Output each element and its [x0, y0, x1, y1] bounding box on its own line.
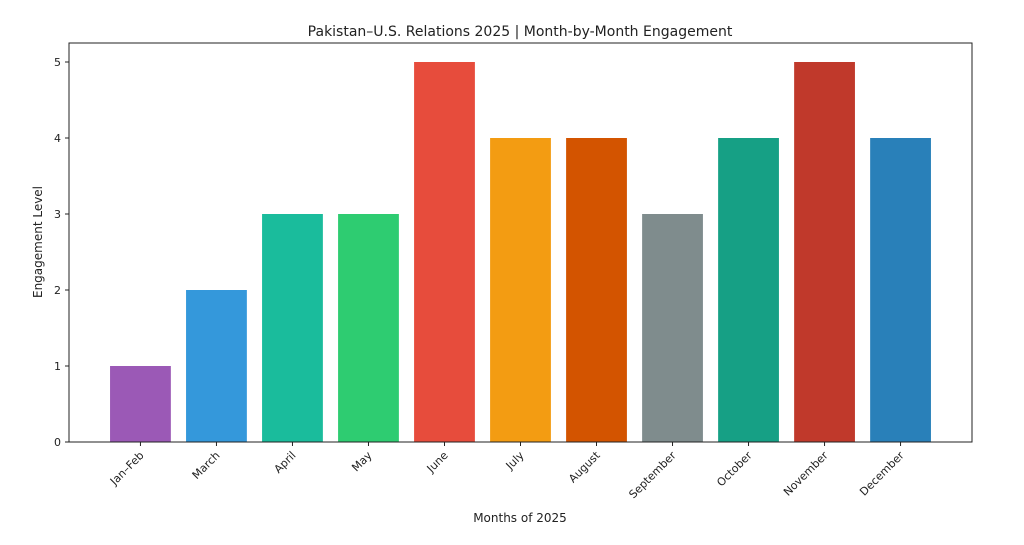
bar-8	[718, 138, 779, 442]
x-tick-label: October	[714, 449, 755, 490]
bar-0	[110, 366, 171, 442]
y-tick-label: 0	[54, 436, 61, 449]
bar-10	[870, 138, 931, 442]
y-tick-label: 3	[54, 208, 61, 221]
chart-title: Pakistan–U.S. Relations 2025 | Month-by-…	[308, 24, 733, 40]
y-tick-label: 2	[54, 284, 61, 297]
x-tick-label: Jan–Feb	[107, 449, 147, 489]
x-tick-label: March	[190, 449, 223, 482]
x-tick-label: November	[781, 449, 831, 499]
y-tick-label: 5	[54, 56, 61, 69]
x-tick-label: September	[626, 449, 679, 502]
bar-5	[490, 138, 551, 442]
y-tick-label: 4	[54, 132, 61, 145]
x-axis-label: Months of 2025	[473, 511, 567, 525]
bar-6	[566, 138, 627, 442]
x-tick-label: May	[349, 449, 375, 475]
bar-1	[186, 290, 247, 442]
x-tick-label: June	[424, 449, 451, 476]
y-axis-label: Engagement Level	[31, 186, 45, 298]
y-tick-label: 1	[54, 360, 61, 373]
x-tick-label: July	[503, 449, 527, 473]
x-tick-label: April	[272, 449, 299, 476]
x-tick-label: August	[566, 448, 603, 485]
bar-9	[794, 62, 855, 442]
bar-3	[338, 214, 399, 442]
bar-7	[642, 214, 703, 442]
plot-frame	[68, 42, 973, 443]
x-tick-label: December	[857, 449, 907, 499]
bar-4	[414, 62, 475, 442]
bar-2	[262, 214, 323, 442]
